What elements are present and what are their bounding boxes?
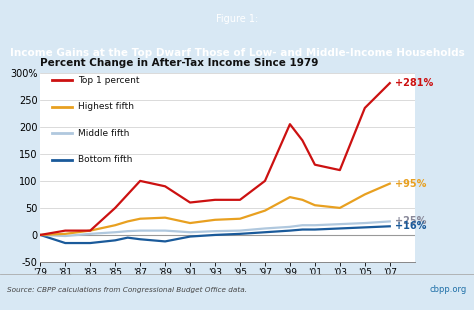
Text: Source: CBPP calculations from Congressional Budget Office data.: Source: CBPP calculations from Congressi… [7,287,247,293]
Text: +95%: +95% [395,179,426,188]
Text: +281%: +281% [395,78,433,88]
Text: Middle fifth: Middle fifth [78,129,129,138]
Text: Percent Change in After-Tax Income Since 1979: Percent Change in After-Tax Income Since… [40,58,319,68]
Text: Figure 1:: Figure 1: [216,14,258,24]
Text: Highest fifth: Highest fifth [78,102,134,111]
Text: cbpp.org: cbpp.org [429,285,467,294]
Text: Income Gains at the Top Dwarf Those of Low- and Middle-Income Households: Income Gains at the Top Dwarf Those of L… [9,48,465,58]
Text: Top 1 percent: Top 1 percent [78,76,139,85]
Text: Bottom fifth: Bottom fifth [78,155,132,164]
Text: +25%: +25% [395,216,426,226]
Text: +16%: +16% [395,221,426,231]
